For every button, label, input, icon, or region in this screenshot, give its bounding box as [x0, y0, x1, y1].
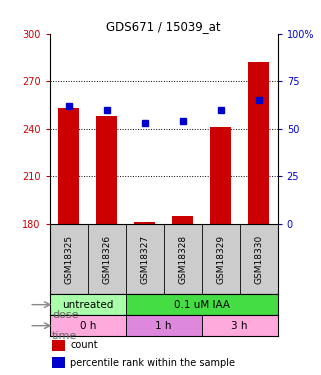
- Bar: [172, 216, 193, 224]
- Text: GSM18328: GSM18328: [178, 234, 187, 284]
- Text: GSM18330: GSM18330: [254, 234, 263, 284]
- Text: percentile rank within the sample: percentile rank within the sample: [70, 358, 235, 368]
- Bar: [52, 357, 65, 369]
- Text: 0 h: 0 h: [80, 321, 96, 331]
- Text: 1 h: 1 h: [155, 321, 172, 331]
- Title: GDS671 / 15039_at: GDS671 / 15039_at: [106, 20, 221, 33]
- Text: 0.1 uM IAA: 0.1 uM IAA: [174, 300, 230, 310]
- Text: GSM18329: GSM18329: [216, 234, 225, 284]
- Text: time: time: [52, 331, 77, 341]
- Bar: [50, 315, 126, 336]
- Text: 3 h: 3 h: [231, 321, 248, 331]
- Text: untreated: untreated: [62, 300, 113, 310]
- Text: GSM18327: GSM18327: [140, 234, 149, 284]
- Bar: [134, 222, 155, 224]
- Bar: [58, 108, 79, 224]
- Bar: [126, 294, 278, 315]
- Bar: [202, 315, 278, 336]
- Bar: [248, 62, 269, 224]
- Text: count: count: [70, 340, 98, 350]
- Bar: [50, 294, 126, 315]
- Text: dose: dose: [52, 310, 79, 320]
- Text: GSM18326: GSM18326: [102, 234, 111, 284]
- Bar: [52, 340, 65, 351]
- Text: GSM18325: GSM18325: [64, 234, 73, 284]
- Bar: [210, 127, 231, 224]
- Bar: [96, 116, 117, 224]
- Bar: [126, 315, 202, 336]
